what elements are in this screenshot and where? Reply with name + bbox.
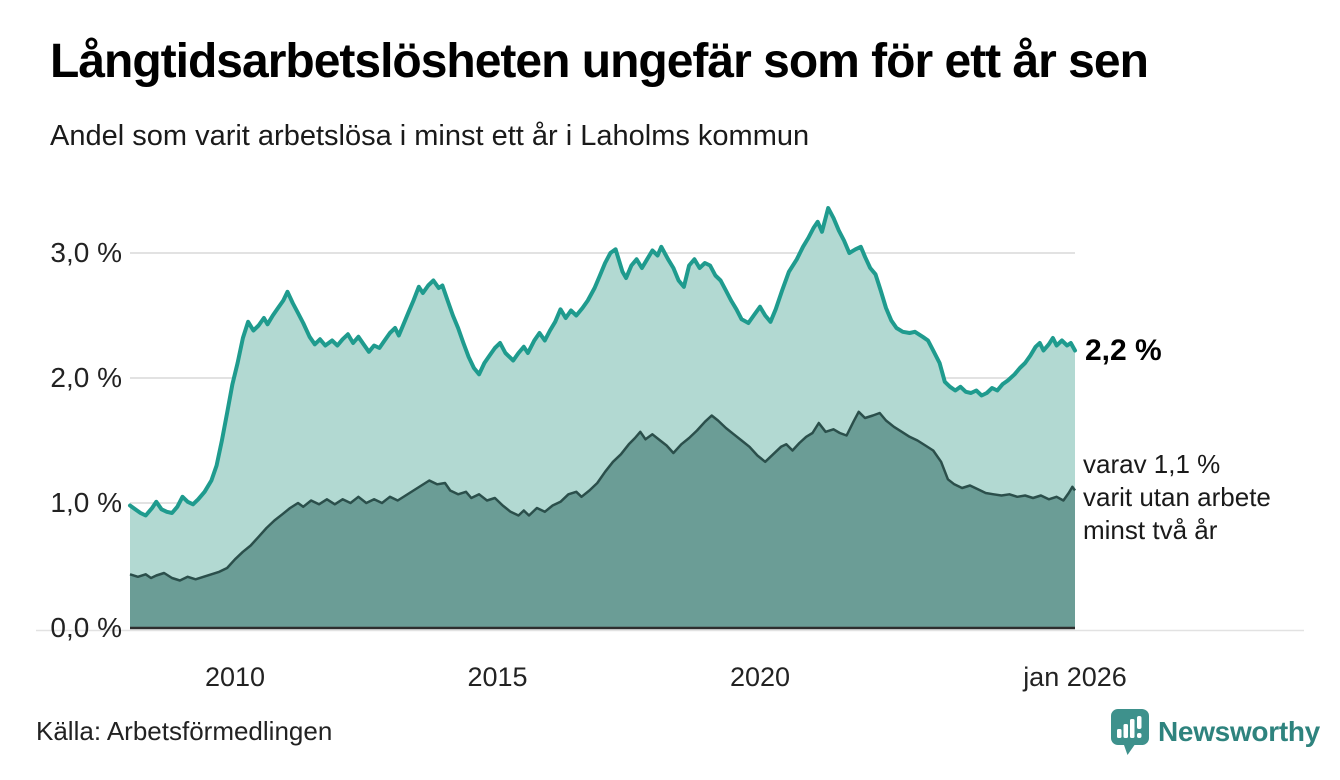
x-tick-label: 2015 [467,662,528,692]
y-tick-label: 1,0 % [50,487,122,518]
secondary-annotation: varav 1,1 % varit utan arbete minst två … [1083,449,1271,545]
x-tick-label: 2020 [729,662,791,692]
newsworthy-wordmark: Newsworthy [1158,716,1320,747]
y-tick-label: 0,0 % [50,612,122,643]
area-unemployed-2yr [130,411,1075,628]
chart-subtitle: Andel som varit arbetslösa i minst ett å… [50,120,810,152]
y-tick-label: 2,0 % [50,362,122,393]
y-tick-label: 3,0 % [50,237,122,268]
line-unemployed-2yr [129,410,1077,582]
bar-chart-pin-icon [1111,709,1149,755]
x-tick-label: 2010 [204,662,266,692]
line-unemployed-1yr [128,206,1077,518]
x-tick-label: jan 2026 [1023,662,1127,692]
newsworthy-logo: Newsworthy [1110,708,1320,756]
current-value-annotation: 2,2 % [1085,334,1162,367]
chart-title: Långtidsarbetslösheten ungefär som för e… [50,35,1149,88]
source-caption: Källa: Arbetsförmedlingen [36,716,333,746]
